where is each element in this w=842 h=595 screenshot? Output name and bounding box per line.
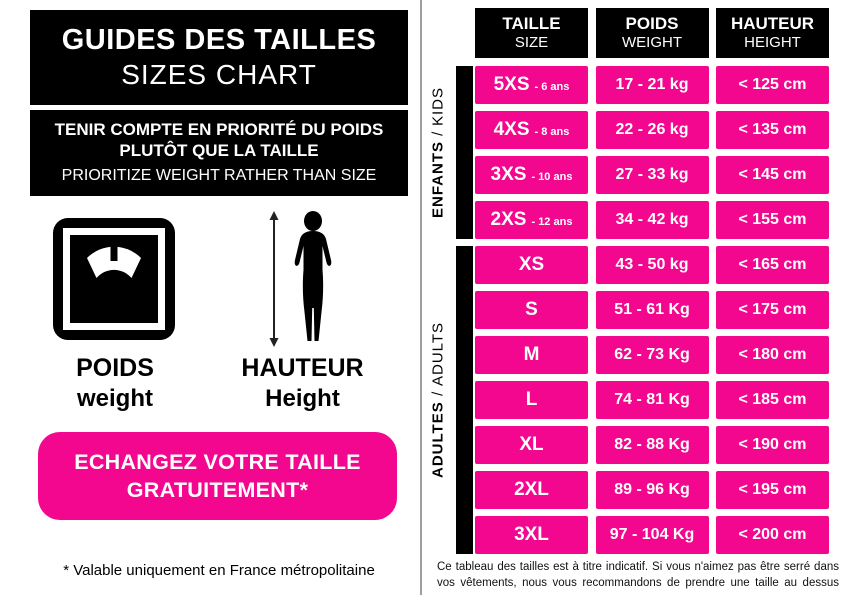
size-cell: XL [475, 426, 588, 464]
weight-cell: 89 - 96 Kg [595, 471, 709, 509]
height-cell: < 135 cm [716, 111, 829, 149]
weight-cell: 34 - 42 kg [595, 201, 709, 239]
priority-notice-banner: TENIR COMPTE EN PRIORITÉ DU POIDS PLUTÔT… [30, 110, 408, 196]
size-row-l: L 74 - 81 Kg < 185 cm [475, 381, 829, 419]
header-weight-fr: POIDS [625, 14, 679, 33]
header-weight-en: WEIGHT [622, 34, 682, 51]
table-header-size: TAILLE SIZE [475, 8, 588, 58]
size-row-xl: XL 82 - 88 Kg < 190 cm [475, 426, 829, 464]
height-cell: < 190 cm [716, 426, 829, 464]
weight-cell: 97 - 104 Kg [595, 516, 709, 554]
height-label-en: Height [265, 385, 340, 412]
table-disclaimer: Ce tableau des tailles est à titre indic… [437, 561, 839, 589]
height-cell: < 125 cm [716, 66, 829, 104]
size-cell: 2XS - 12 ans [475, 201, 588, 239]
notice-fr-line1: TENIR COMPTE EN PRIORITÉ DU POIDS [54, 120, 384, 139]
height-cell: < 180 cm [716, 336, 829, 374]
bathroom-scale-icon [53, 218, 175, 340]
person-height-icon [263, 210, 347, 348]
height-cell: < 155 cm [716, 201, 829, 239]
size-cell: XS [475, 246, 588, 284]
height-cell: < 200 cm [716, 516, 829, 554]
height-cell: < 165 cm [716, 246, 829, 284]
group-label-adults-en: ADULTS [429, 321, 447, 386]
size-row-s: S 51 - 61 Kg < 175 cm [475, 291, 829, 329]
weight-cell: 27 - 33 kg [595, 156, 709, 194]
header-size-en: SIZE [514, 34, 549, 51]
table-header-weight: POIDS WEIGHT [595, 8, 709, 58]
kids-group-bar [456, 66, 473, 239]
group-label-kids-fr: ENFANTS [429, 141, 447, 219]
weight-cell: 82 - 88 Kg [595, 426, 709, 464]
panel-divider [420, 0, 422, 595]
height-cell: < 145 cm [716, 156, 829, 194]
size-cell: 5XS - 6 ans [475, 66, 588, 104]
group-label-adults: ADULTES / ADULTS [422, 246, 454, 554]
size-row-3xl: 3XL 97 - 104 Kg < 200 cm [475, 516, 829, 554]
table-header-height: HAUTEUR HEIGHT [716, 8, 829, 58]
weight-cell: 43 - 50 kg [595, 246, 709, 284]
weight-cell: 51 - 61 Kg [595, 291, 709, 329]
size-rows: 5XS - 6 ans 17 - 21 kg < 125 cm 4XS - 8 ans 22… [475, 66, 829, 554]
height-cell: < 175 cm [716, 291, 829, 329]
notice-fr-line2: PLUTÔT QUE LA TAILLE [119, 141, 319, 160]
group-label-adults-fr: ADULTES [429, 401, 447, 479]
size-row-3xs: 3XS - 10 ans 27 - 33 kg < 145 cm [475, 156, 829, 194]
header-size-fr: TAILLE [502, 14, 561, 33]
header-height-fr: HAUTEUR [730, 14, 815, 33]
size-row-5xs: 5XS - 6 ans 17 - 21 kg < 125 cm [475, 66, 829, 104]
free-exchange-line2: GRATUITEMENT* [126, 478, 309, 502]
size-cell: L [475, 381, 588, 419]
notice-en: PRIORITIZE WEIGHT RATHER THAN SIZE [61, 167, 377, 184]
free-exchange-button[interactable]: ECHANGEZ VOTRE TAILLE GRATUITEMENT* [38, 432, 397, 520]
group-label-kids-sep: / [429, 125, 447, 142]
weight-cell: 17 - 21 kg [595, 66, 709, 104]
group-label-kids-en: KIDS [429, 86, 447, 126]
weight-cell: 22 - 26 kg [595, 111, 709, 149]
table-header-row: TAILLE SIZE POIDS WEIGHT HAUTEUR HEIGHT [475, 8, 829, 58]
group-label-adults-sep: / [429, 385, 447, 402]
size-row-xs: XS 43 - 50 kg < 165 cm [475, 246, 829, 284]
group-label-kids: ENFANTS / KIDS [422, 66, 454, 239]
height-cell: < 185 cm [716, 381, 829, 419]
size-cell: 4XS - 8 ans [475, 111, 588, 149]
header-height-en: HEIGHT [744, 34, 801, 51]
size-cell: S [475, 291, 588, 329]
page-title-fr: GUIDES DES TAILLES [61, 24, 377, 56]
adults-group-bar [456, 246, 473, 554]
weight-label-fr: POIDS [76, 354, 154, 382]
size-cell: 3XS - 10 ans [475, 156, 588, 194]
weight-cell: 74 - 81 Kg [595, 381, 709, 419]
height-cell: < 195 cm [716, 471, 829, 509]
weight-label-en: weight [77, 385, 153, 412]
weight-cell: 62 - 73 Kg [595, 336, 709, 374]
weight-label: POIDS weight [30, 353, 200, 414]
page-title-en: SIZES CHART [121, 59, 317, 90]
size-cell: M [475, 336, 588, 374]
size-row-4xs: 4XS - 8 ans 22 - 26 kg < 135 cm [475, 111, 829, 149]
height-label: HAUTEUR Height [215, 353, 390, 414]
height-label-fr: HAUTEUR [241, 354, 364, 382]
size-cell: 3XL [475, 516, 588, 554]
size-row-2xs: 2XS - 12 ans 34 - 42 kg < 155 cm [475, 201, 829, 239]
title-banner: GUIDES DES TAILLES SIZES CHART [30, 10, 408, 105]
size-row-2xl: 2XL 89 - 96 Kg < 195 cm [475, 471, 829, 509]
size-cell: 2XL [475, 471, 588, 509]
size-row-m: M 62 - 73 Kg < 180 cm [475, 336, 829, 374]
free-exchange-line1: ECHANGEZ VOTRE TAILLE [74, 450, 361, 474]
footnote: * Valable uniquement en France métropoli… [63, 562, 375, 579]
measure-arrow-icon [269, 211, 279, 347]
